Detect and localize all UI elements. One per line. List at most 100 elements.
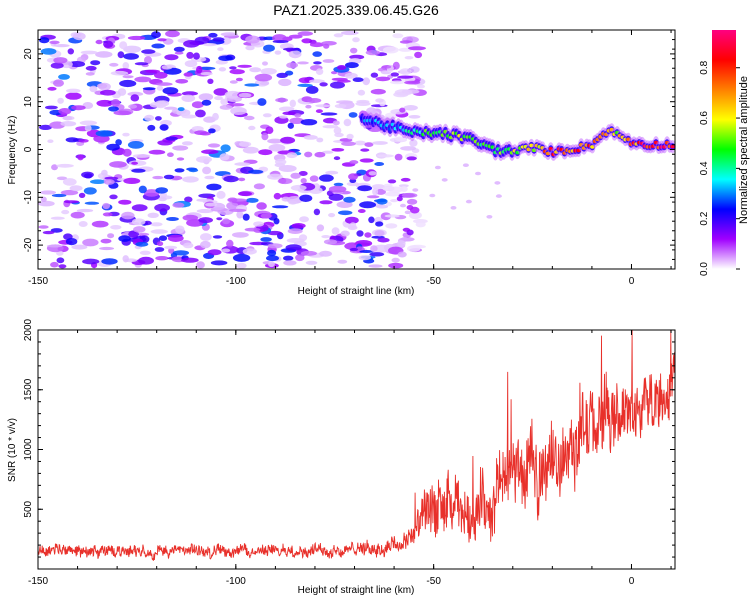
- noise-cell: [392, 33, 404, 39]
- noise-cell: [312, 51, 323, 57]
- noise-cell: [51, 193, 67, 198]
- noise-cell: [388, 262, 404, 269]
- noise-cell: [263, 44, 275, 52]
- noise-cell: [376, 198, 388, 205]
- noise-cell: [186, 51, 194, 59]
- noise-cell: [229, 80, 238, 84]
- noise-cell: [387, 179, 397, 184]
- noise-cell: [123, 45, 141, 53]
- snr-x-ticks: -150 -100 -50 0: [28, 330, 672, 587]
- noise-cell: [110, 225, 122, 230]
- noise-cell: [62, 178, 77, 186]
- noise-cell: [229, 103, 245, 107]
- noise-cell: [350, 47, 358, 54]
- noise-cell: [374, 162, 385, 166]
- noise-cell: [123, 53, 139, 60]
- noise-cell: [390, 199, 399, 203]
- noise-cell: [322, 59, 335, 63]
- noise-cell: [147, 212, 159, 218]
- noise-cell: [275, 158, 287, 166]
- colorbar-tick-label: 0.2: [699, 211, 710, 225]
- noise-cell: [315, 68, 324, 75]
- noise-cell: [183, 40, 200, 48]
- noise-cell: [400, 203, 406, 208]
- noise-cell: [267, 230, 282, 236]
- noise-cell: [167, 234, 184, 242]
- noise-cell: [222, 218, 231, 225]
- noise-cell: [400, 177, 411, 182]
- noise-cell: [300, 119, 318, 126]
- noise-cell: [368, 216, 375, 224]
- noise-cell: [53, 44, 70, 48]
- noise-cell: [364, 232, 372, 238]
- noise-cell: [193, 52, 200, 60]
- noise-cell: [212, 235, 223, 239]
- noise-cell: [495, 194, 502, 198]
- noise-cell: [244, 83, 260, 87]
- noise-cell: [227, 197, 238, 203]
- noise-cell: [65, 238, 78, 246]
- noise-cell: [102, 202, 110, 210]
- noise-cell: [58, 108, 72, 115]
- noise-cell: [204, 175, 215, 180]
- x-tick-label: -50: [426, 576, 441, 587]
- noise-cell: [283, 255, 294, 261]
- noise-cell: [68, 61, 86, 68]
- noise-cell: [164, 54, 179, 61]
- noise-cell: [101, 169, 108, 176]
- noise-cell: [201, 99, 212, 106]
- noise-cell: [345, 216, 359, 224]
- noise-cell: [176, 157, 185, 161]
- noise-cell: [268, 144, 286, 152]
- noise-cell: [333, 156, 341, 161]
- noise-cell: [90, 179, 106, 184]
- noise-cell: [349, 247, 358, 252]
- noise-cell: [409, 66, 420, 73]
- noise-cell: [67, 48, 75, 55]
- noise-cell: [414, 51, 423, 59]
- noise-cell: [39, 190, 57, 195]
- noise-cell: [148, 149, 166, 155]
- y-tick-label: 20: [23, 48, 34, 60]
- x-tick-label: -150: [28, 576, 48, 587]
- noise-cell: [359, 158, 374, 163]
- noise-cell: [349, 222, 357, 229]
- noise-cell: [184, 196, 193, 203]
- y-tick-label: 2000: [23, 318, 34, 341]
- noise-cell: [238, 191, 252, 196]
- noise-cell: [375, 204, 389, 209]
- noise-cell: [220, 144, 231, 153]
- noise-cell: [263, 36, 276, 41]
- noise-cell: [144, 56, 152, 65]
- noise-cell: [392, 61, 400, 70]
- noise-cell: [390, 80, 405, 85]
- noise-cell: [117, 51, 125, 59]
- noise-cell: [298, 77, 313, 84]
- noise-cell: [147, 124, 156, 131]
- noise-cell: [181, 94, 196, 103]
- noise-cell: [260, 237, 272, 242]
- y-tick-label: -20: [23, 237, 34, 252]
- noise-cell: [384, 214, 400, 218]
- noise-cell: [328, 213, 336, 218]
- noise-cell: [368, 171, 377, 176]
- noise-cell: [257, 98, 267, 106]
- noise-cell: [319, 250, 332, 257]
- noise-cell: [242, 248, 257, 255]
- noise-cell: [155, 187, 168, 194]
- noise-cell: [150, 222, 163, 227]
- noise-cell: [394, 153, 403, 161]
- noise-cell: [113, 110, 132, 116]
- noise-cell: [322, 125, 339, 129]
- noise-cell: [172, 250, 190, 256]
- noise-cell: [417, 84, 425, 89]
- noise-cell: [72, 32, 86, 41]
- noise-cell: [382, 185, 395, 192]
- noise-cell: [340, 230, 350, 237]
- noise-cell: [462, 163, 469, 167]
- noise-cell: [278, 165, 297, 172]
- noise-cell: [210, 260, 228, 266]
- noise-cell: [245, 45, 255, 51]
- noise-cell: [60, 121, 77, 127]
- noise-cell: [357, 209, 366, 213]
